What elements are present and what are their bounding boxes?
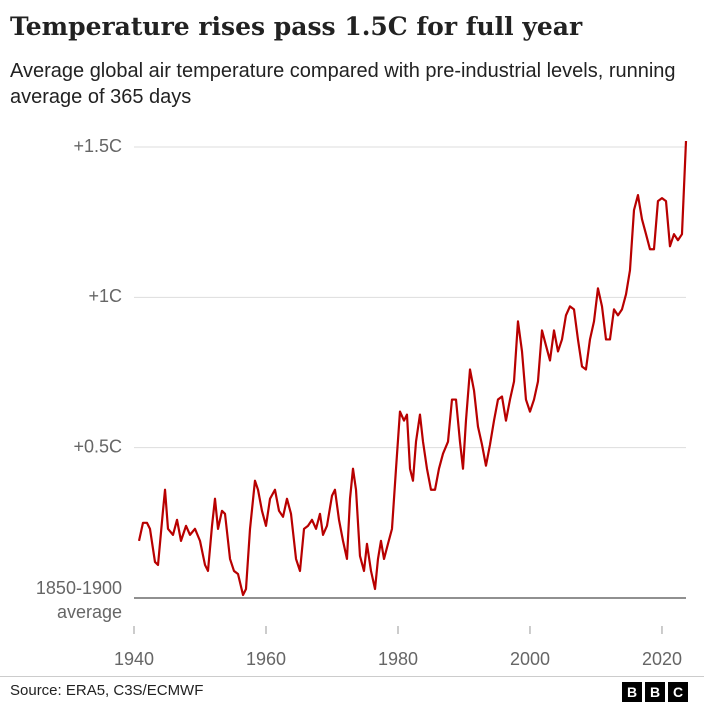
logo-letter: B [622,682,642,702]
footer-rule [0,676,704,677]
logo-letter: B [645,682,665,702]
chart: +0.5C +1C +1.5C 1940 1960 1980 2000 2020 [73,136,688,669]
chart-subtitle: Average global air temperature compared … [10,60,676,108]
x-tick-label: 1980 [378,649,418,669]
y-tick-label: 1850-1900 average [35,578,122,622]
chart-title: Temperature rises pass 1.5C for full yea… [10,12,583,41]
x-tick-label: 1940 [114,649,154,669]
y-tick-label: +1.5C [73,136,122,156]
logo-letter: C [668,682,688,702]
x-tick-label: 2020 [642,649,682,669]
source: Source: ERA5, C3S/ECMWF [10,682,204,699]
y-tick-label: +1C [88,286,122,306]
x-tick-label: 1960 [246,649,286,669]
y-tick-label: +0.5C [73,436,122,456]
logo: B B C [622,682,688,702]
temperature-line [137,140,688,597]
x-tick-label: 2000 [510,649,550,669]
